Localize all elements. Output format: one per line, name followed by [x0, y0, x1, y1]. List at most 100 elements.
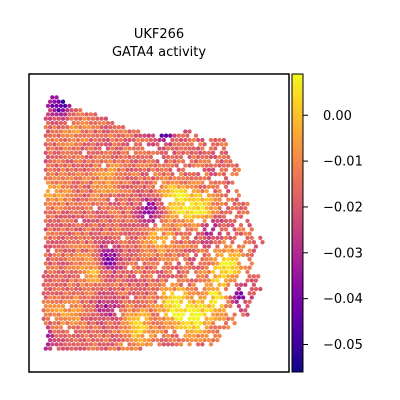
spot-point: [224, 295, 228, 299]
spot-point: [48, 159, 52, 163]
spot-point: [207, 261, 211, 265]
spot-point: [157, 197, 161, 201]
spot-point: [44, 287, 48, 291]
spot-point: [202, 227, 206, 231]
spot-point: [114, 180, 118, 184]
spot-point: [200, 180, 204, 184]
spot-point: [74, 159, 78, 163]
spot-point: [110, 163, 114, 167]
spot-point: [149, 155, 153, 159]
spot-point: [117, 261, 121, 265]
spot-point: [209, 257, 213, 261]
spot-point: [209, 197, 213, 201]
spot-point: [102, 308, 106, 312]
spot-point: [250, 295, 254, 299]
spot-point: [226, 300, 230, 304]
spot-point: [179, 197, 183, 201]
spot-point: [108, 253, 112, 257]
spot-point: [157, 308, 161, 312]
spot-point: [177, 312, 181, 316]
spot-point: [80, 257, 84, 261]
spot-point: [140, 325, 144, 329]
spot-point: [61, 253, 65, 257]
spot-point: [190, 176, 194, 180]
spot-point: [99, 304, 103, 308]
spot-point: [80, 121, 84, 125]
spot-point: [61, 134, 65, 138]
spot-point: [95, 168, 99, 172]
spot-point: [160, 202, 164, 206]
spot-point: [205, 163, 209, 167]
spot-point: [215, 185, 219, 189]
spot-point: [200, 300, 204, 304]
spot-point: [104, 134, 108, 138]
spot-point: [142, 168, 146, 172]
spot-point: [59, 214, 63, 218]
spot-point: [200, 206, 204, 210]
spot-point: [192, 206, 196, 210]
spot-point: [123, 163, 127, 167]
spot-point: [222, 240, 226, 244]
spot-point: [46, 342, 50, 346]
spot-point: [48, 253, 52, 257]
spot-point: [82, 253, 86, 257]
spot-point: [147, 134, 151, 138]
spot-point: [48, 287, 52, 291]
spot-point: [172, 176, 176, 180]
spot-point: [172, 193, 176, 197]
spot-point: [194, 236, 198, 240]
spot-point: [46, 214, 50, 218]
spot-point: [200, 249, 204, 253]
spot-point: [50, 334, 54, 338]
spot-point: [166, 223, 170, 227]
spot-point: [250, 287, 254, 291]
spot-point: [89, 257, 93, 261]
spot-point: [175, 146, 179, 150]
spot-point: [106, 283, 110, 287]
spot-point: [230, 300, 234, 304]
spot-point: [59, 274, 63, 278]
spot-point: [76, 257, 80, 261]
spot-point: [61, 168, 65, 172]
spot-point: [134, 219, 138, 223]
spot-point: [114, 155, 118, 159]
spot-point: [61, 185, 65, 189]
spot-point: [121, 151, 125, 155]
spot-point: [61, 304, 65, 308]
spot-point: [194, 287, 198, 291]
spot-point: [185, 244, 189, 248]
spot-point: [50, 155, 54, 159]
spot-point: [89, 232, 93, 236]
spot-point: [99, 261, 103, 265]
spot-point: [239, 232, 243, 236]
spot-point: [187, 240, 191, 244]
spot-point: [108, 202, 112, 206]
spot-point: [97, 308, 101, 312]
spot-point: [97, 317, 101, 321]
spot-point: [82, 142, 86, 146]
spot-point: [76, 180, 80, 184]
spot-point: [46, 232, 50, 236]
spot-point: [134, 321, 138, 325]
spot-point: [104, 151, 108, 155]
spot-point: [52, 253, 56, 257]
spot-point: [136, 334, 140, 338]
spot-point: [54, 112, 58, 116]
spot-point: [177, 134, 181, 138]
spot-point: [220, 227, 224, 231]
spot-point: [106, 180, 110, 184]
spot-point: [177, 142, 181, 146]
spot-point: [89, 334, 93, 338]
spot-point: [78, 312, 82, 316]
spot-point: [82, 321, 86, 325]
spot-point: [74, 270, 78, 274]
spot-point: [181, 295, 185, 299]
spot-point: [127, 334, 131, 338]
spot-point: [91, 176, 95, 180]
spot-point: [175, 342, 179, 346]
spot-point: [123, 197, 127, 201]
spot-point: [110, 121, 114, 125]
spot-point: [127, 155, 131, 159]
spot-point: [44, 346, 48, 350]
spot-point: [222, 223, 226, 227]
